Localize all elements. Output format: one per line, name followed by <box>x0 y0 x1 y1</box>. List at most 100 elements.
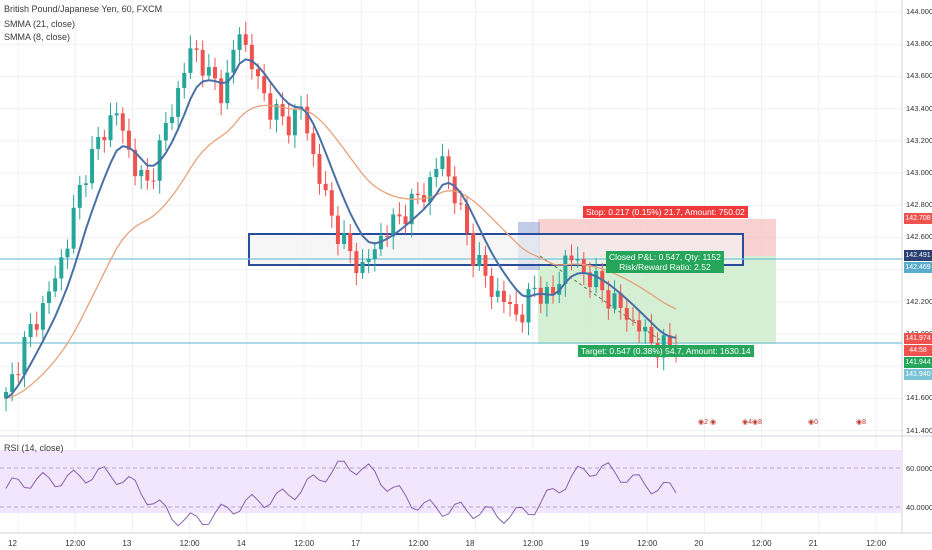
candle-body <box>514 304 519 315</box>
time-axis-label: 12:00 <box>751 539 772 548</box>
time-axis-label: 12:00 <box>637 539 658 548</box>
event-icon: ◉ <box>709 419 717 426</box>
rsi-level-40: 40.0000 <box>906 503 932 512</box>
target-label[interactable]: Target: 0.547 (0.38%) 54.7, Amount: 1630… <box>578 345 754 357</box>
candle-body <box>280 104 285 117</box>
candle-body <box>194 48 199 50</box>
candle-body <box>169 116 174 123</box>
time-axis-label: 20 <box>694 539 704 548</box>
rsi-legend[interactable]: RSI (14, close) <box>4 443 64 453</box>
candle-body <box>133 149 138 177</box>
event-icon: ◉ <box>742 419 749 426</box>
candle-body <box>397 214 402 217</box>
candle-body <box>594 271 599 288</box>
candle-body <box>440 156 445 169</box>
event-icon: ◉ <box>808 419 815 426</box>
price-axis-label: 142.800 <box>906 200 932 210</box>
candle-body <box>354 251 359 274</box>
price-axis-label: 143.200 <box>906 135 932 145</box>
candle-body <box>489 275 494 297</box>
candle-body <box>59 257 64 279</box>
candle-body <box>612 293 617 309</box>
candle-body <box>145 169 150 181</box>
candle-body <box>47 291 52 304</box>
candle-body <box>458 203 463 205</box>
candle-body <box>188 48 193 73</box>
stop-label[interactable]: Stop: 0.217 (0.15%) 21.7, Amount: 750.02 <box>583 206 748 218</box>
pnl-box[interactable]: Closed P&L: 0.547, Qty: 1152 Risk/Reward… <box>606 251 724 273</box>
candle-body <box>643 326 648 332</box>
candle-body <box>268 93 273 120</box>
price-axis-label: 142.200 <box>906 296 932 306</box>
rsi-level-60: 60.0000 <box>906 464 932 473</box>
candle-body <box>237 34 242 50</box>
candle-body <box>292 109 297 136</box>
time-axis-label: 12:00 <box>65 539 86 548</box>
rsi-band <box>0 450 902 513</box>
symbol-title[interactable]: British Pound/Japanese Yen, 60, FXCM <box>4 4 163 14</box>
candle-body <box>624 307 629 320</box>
price-axis-label: 143.400 <box>906 103 932 113</box>
candle-body <box>4 391 8 399</box>
candle-body <box>520 314 525 323</box>
candle-body <box>575 259 580 261</box>
candle-body <box>551 287 556 295</box>
target2-price-tag: 141.940 <box>904 369 932 380</box>
candle-body <box>329 190 334 216</box>
time-axis-label: 19 <box>580 539 589 548</box>
price-axis-label: 141.400 <box>906 425 932 435</box>
candle-body <box>53 278 58 292</box>
event-marker-2[interactable]: ◉4◉8 <box>742 419 763 426</box>
candle-body <box>231 49 236 73</box>
candle-body <box>618 293 623 308</box>
candle-body <box>182 72 187 88</box>
candle-body <box>391 214 396 237</box>
candle-body <box>108 115 113 141</box>
event-marker-4[interactable]: ◉8 <box>856 419 867 426</box>
candle-body <box>126 130 131 150</box>
candle-body <box>34 324 39 330</box>
candle-body <box>348 233 353 252</box>
candle-body <box>96 136 101 149</box>
candle-body <box>176 87 181 117</box>
candle-body <box>452 176 457 204</box>
candle-body <box>22 337 27 375</box>
event-icon: ◉ <box>698 419 705 426</box>
time-axis-label: 13 <box>122 539 132 548</box>
candle-body <box>637 320 642 332</box>
candle-body <box>256 69 261 77</box>
candle-body <box>501 290 506 303</box>
time-axis-label: 12:00 <box>294 539 315 548</box>
stop-price-tag: 142.708 <box>904 213 932 224</box>
candle-body <box>538 287 543 304</box>
event-marker-3[interactable]: ◉0 <box>808 419 819 426</box>
candle-body <box>403 216 408 225</box>
candle-body <box>71 207 76 249</box>
countdown-tag: 44:58 <box>904 345 932 356</box>
candle-body <box>335 215 340 245</box>
candle-body <box>225 72 230 104</box>
candle-body <box>563 255 568 284</box>
candle-body <box>83 183 88 185</box>
candle-body <box>477 254 482 266</box>
candle-body <box>16 374 21 376</box>
time-axis-label: 21 <box>808 539 818 548</box>
candle-body <box>77 184 82 208</box>
candle-body <box>630 319 635 321</box>
candle-body <box>587 272 592 288</box>
price-axis-label: 141.600 <box>906 393 932 403</box>
smma8-legend[interactable]: SMMA (8, close) <box>4 32 71 42</box>
candle-body <box>366 259 371 262</box>
smma21-legend[interactable]: SMMA (21, close) <box>4 19 76 29</box>
candle-body <box>532 287 537 290</box>
candle-body <box>65 248 70 258</box>
candle-body <box>120 113 125 131</box>
candle-body <box>206 67 211 76</box>
candle-body <box>360 261 365 274</box>
candle-body <box>372 249 377 260</box>
candle-body <box>163 122 168 141</box>
event-marker-1[interactable]: ◉2 ◉ <box>698 419 717 426</box>
candle-body <box>569 255 574 261</box>
candlesticks <box>4 21 678 412</box>
